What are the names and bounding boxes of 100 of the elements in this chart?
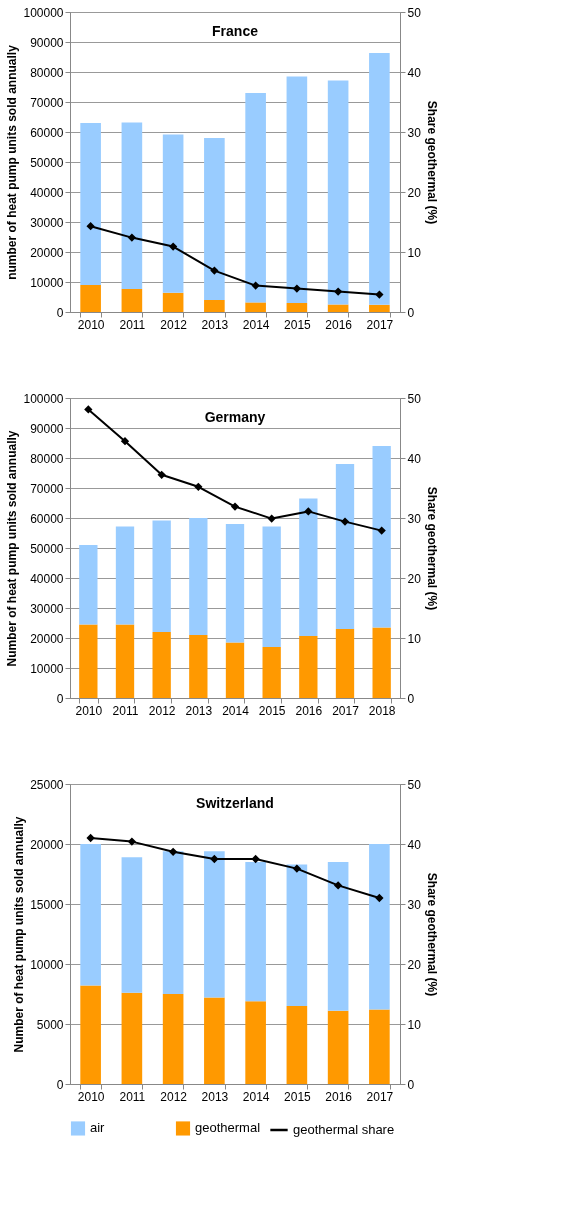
y2-axis-title: Share geothermal (%)	[424, 872, 439, 997]
bar	[189, 635, 208, 698]
bar	[80, 985, 101, 1084]
bar	[245, 862, 266, 1002]
bar	[327, 862, 349, 1011]
bar	[372, 627, 391, 698]
y-tick-label: 10000	[30, 275, 64, 290]
bar	[245, 93, 266, 303]
bar	[369, 53, 390, 305]
x-tick-label: 2012	[160, 1089, 188, 1104]
x-tick-label: 2016	[295, 703, 323, 718]
y2-tick-label: 0	[407, 691, 415, 706]
y-tick-label: 70000	[30, 95, 64, 110]
point	[267, 514, 276, 523]
bar	[79, 624, 98, 698]
y-tick-label: 5000	[36, 1017, 64, 1032]
y-axis-title: Number of heat pump units sold annually	[12, 816, 27, 1053]
y2-tick-label: 50	[407, 777, 422, 792]
bar	[335, 464, 355, 629]
point	[210, 266, 219, 275]
y2-axis-title: Share geothermal (%)	[424, 100, 439, 225]
y-tick-label: 40000	[30, 571, 64, 586]
y2-tick-label: 0	[407, 1077, 415, 1092]
x-tick-label: 2015	[284, 317, 312, 332]
bar	[162, 851, 184, 994]
y2-tick-label: 10	[407, 631, 422, 646]
bar	[245, 302, 266, 312]
y-tick-label: 80000	[30, 65, 64, 80]
bar	[121, 992, 143, 1084]
y-tick-label: 100000	[23, 5, 64, 20]
point	[375, 290, 384, 299]
y2-tick-label: 10	[407, 245, 422, 260]
x-tick-label: 2016	[325, 1089, 353, 1104]
point	[128, 837, 136, 846]
point	[231, 502, 239, 511]
y-tick-label: 100000	[23, 391, 64, 406]
bar	[369, 844, 390, 1010]
y-tick-label: 25000	[30, 777, 64, 792]
point	[128, 233, 136, 242]
y-tick-label: 20000	[30, 631, 64, 646]
text: Switzerland	[196, 795, 274, 811]
y2-tick-label: 50	[407, 391, 422, 406]
x-tick-label: 2010	[77, 317, 105, 332]
point	[157, 471, 166, 479]
bar	[369, 1009, 390, 1084]
bar	[121, 857, 143, 993]
x-tick-label: 2011	[119, 1089, 146, 1104]
bar	[121, 122, 143, 289]
point	[84, 405, 93, 414]
point	[121, 437, 129, 445]
bar	[204, 997, 225, 1084]
y-tick-label: 60000	[30, 125, 64, 140]
bar	[286, 303, 308, 312]
bar	[162, 292, 184, 312]
bar	[204, 138, 225, 300]
bar	[262, 526, 281, 647]
y-tick-label: 70000	[30, 481, 64, 496]
y-axis-title: Number of heat pump units sold annually	[5, 430, 20, 667]
bar	[80, 844, 101, 986]
point	[334, 881, 342, 890]
y2-tick-label: 40	[407, 65, 422, 80]
y-tick-label: 20000	[30, 837, 64, 852]
bar	[162, 134, 184, 293]
y-tick-label: 90000	[30, 35, 64, 50]
point	[341, 517, 349, 526]
y-tick-label: 50000	[30, 155, 64, 170]
bar	[204, 851, 225, 998]
y-tick-label: 15000	[30, 897, 64, 912]
y-tick-label: 30000	[30, 215, 64, 230]
y-tick-label: 10000	[30, 957, 64, 972]
y-tick-label: 50000	[30, 541, 64, 556]
bar	[79, 545, 98, 625]
text: France	[212, 23, 259, 39]
x-tick-label: 2013	[201, 317, 229, 332]
x-tick-label: 2013	[201, 1089, 229, 1104]
x-tick-label: 2012	[148, 703, 176, 718]
x-tick-label: 2015	[258, 703, 286, 718]
bar	[372, 446, 391, 628]
bar	[286, 76, 308, 303]
bar	[121, 288, 143, 312]
x-tick-label: 2011	[119, 317, 146, 332]
x-tick-label: 2010	[77, 1089, 105, 1104]
bar	[286, 864, 308, 1006]
x-tick-label: 2010	[75, 703, 103, 718]
bar	[327, 80, 349, 305]
bar	[189, 518, 208, 635]
point	[334, 287, 342, 296]
x-tick-label: 2015	[284, 1089, 312, 1104]
bar	[327, 1010, 349, 1084]
bar	[262, 647, 281, 698]
bar	[327, 304, 349, 312]
text: Germany	[204, 409, 266, 425]
y2-tick-label: 20	[407, 185, 422, 200]
y-tick-label: 60000	[30, 511, 64, 526]
y-tick-label: 0	[56, 691, 64, 706]
y2-axis-title: Share geothermal (%)	[424, 486, 439, 611]
bar	[225, 524, 245, 643]
y2-tick-label: 40	[407, 451, 422, 466]
x-tick-label: 2016	[325, 317, 353, 332]
x-tick-label: 2014	[242, 1089, 270, 1104]
